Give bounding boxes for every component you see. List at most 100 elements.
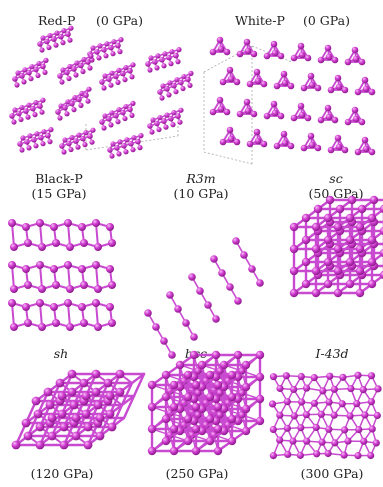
bond — [67, 302, 71, 328]
atom — [169, 424, 179, 434]
atom — [169, 446, 179, 456]
atom — [8, 299, 16, 307]
atom — [89, 139, 95, 145]
atom — [317, 410, 325, 418]
atom — [83, 440, 93, 450]
atom — [345, 235, 355, 245]
atom — [78, 265, 86, 273]
atom — [227, 75, 235, 83]
atom — [372, 439, 380, 447]
black-p-name: Black-P — [35, 171, 83, 186]
atom — [191, 380, 201, 390]
atom — [87, 133, 93, 139]
atom — [302, 384, 311, 392]
atom — [280, 130, 288, 138]
atom — [219, 78, 227, 86]
atom — [311, 288, 321, 298]
atom — [367, 451, 375, 460]
atom — [347, 195, 357, 205]
atom — [109, 153, 115, 159]
atom — [333, 222, 343, 232]
atom — [347, 384, 355, 393]
atom — [103, 53, 109, 59]
atom — [161, 370, 171, 380]
red-p-structure — [9, 25, 194, 159]
atom — [78, 303, 86, 311]
atom — [177, 119, 183, 125]
atom — [313, 450, 321, 458]
atom — [367, 235, 377, 245]
atom — [67, 387, 77, 397]
atom — [238, 367, 246, 375]
bond — [130, 372, 146, 385]
atom — [71, 431, 81, 441]
atom — [115, 387, 125, 397]
atom — [190, 333, 198, 341]
atom — [243, 38, 251, 46]
atom — [367, 213, 377, 223]
atom — [180, 421, 188, 429]
atom — [14, 82, 20, 88]
cell-edge — [85, 135, 179, 151]
atom — [250, 50, 258, 58]
atom — [227, 436, 237, 446]
atom — [354, 88, 362, 96]
atom — [202, 399, 210, 407]
atom — [219, 138, 227, 146]
atom — [367, 279, 377, 289]
atom — [303, 437, 311, 445]
atom — [170, 122, 176, 128]
atom — [360, 437, 368, 445]
bcc-structure — [147, 350, 265, 456]
atom — [270, 40, 278, 48]
atom — [323, 257, 333, 267]
atom — [108, 281, 116, 289]
black-p-pressure: (15 GPa) — [31, 186, 87, 201]
atom — [33, 409, 43, 419]
atom — [85, 59, 91, 65]
atom — [253, 68, 261, 76]
atom — [217, 105, 225, 113]
atom — [169, 380, 179, 390]
atom — [127, 68, 133, 74]
atom — [191, 402, 201, 412]
atom — [21, 418, 31, 428]
atom — [298, 398, 306, 406]
atom — [369, 195, 379, 205]
atom — [71, 413, 81, 423]
atom — [232, 237, 240, 245]
atom — [361, 411, 369, 419]
atom — [353, 400, 361, 408]
atom — [213, 402, 223, 412]
atom — [8, 261, 16, 269]
atom — [64, 219, 72, 227]
atom — [212, 315, 220, 323]
atom — [233, 350, 243, 360]
atom — [344, 58, 352, 66]
atom — [310, 374, 318, 382]
atom — [379, 204, 383, 214]
atom — [144, 309, 152, 317]
atom — [24, 239, 32, 247]
atom — [351, 106, 359, 114]
bond — [11, 222, 15, 248]
atom — [83, 92, 89, 98]
atom — [183, 414, 193, 424]
atom — [238, 389, 246, 397]
atom — [10, 243, 18, 251]
atom — [270, 100, 278, 108]
atom — [367, 372, 376, 380]
atom — [166, 92, 172, 98]
bond — [67, 222, 71, 248]
atom — [368, 425, 376, 433]
bond — [11, 264, 15, 290]
atom — [22, 303, 30, 311]
atom — [352, 115, 360, 123]
atom — [354, 452, 362, 460]
atom — [335, 204, 345, 214]
atom — [358, 58, 366, 66]
atom — [24, 281, 32, 289]
atom — [105, 391, 115, 401]
atom — [73, 72, 79, 78]
atom — [47, 431, 57, 441]
